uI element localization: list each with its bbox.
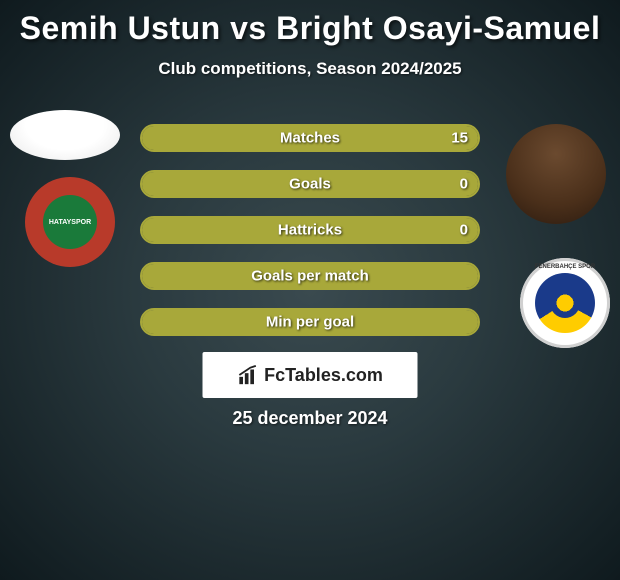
stat-row: Matches15 [140, 124, 480, 152]
stat-value-right: 0 [460, 176, 468, 193]
comparison-infographic: Semih Ustun vs Bright Osayi-Samuel Club … [0, 0, 620, 580]
stat-row: Hattricks0 [140, 216, 480, 244]
stat-value-right: 15 [451, 130, 468, 147]
player-left-avatar [10, 110, 120, 160]
stat-label: Min per goal [142, 314, 478, 331]
player-right-avatar [506, 124, 606, 224]
page-title: Semih Ustun vs Bright Osayi-Samuel [0, 0, 620, 47]
stat-label: Matches [142, 130, 478, 147]
stat-label: Goals [142, 176, 478, 193]
stat-row: Goals per match [140, 262, 480, 290]
stat-label: Hattricks [142, 222, 478, 239]
stat-row: Goals0 [140, 170, 480, 198]
chart-icon [237, 364, 259, 386]
watermark-text: FcTables.com [264, 365, 383, 386]
club-crest-right: FENERBAHÇE SPOR [520, 258, 610, 348]
date-text: 25 december 2024 [0, 408, 620, 429]
stat-row: Min per goal [140, 308, 480, 336]
stat-bars: Matches15Goals0Hattricks0Goals per match… [140, 124, 480, 354]
stat-value-right: 0 [460, 222, 468, 239]
watermark: FcTables.com [203, 352, 418, 398]
subtitle: Club competitions, Season 2024/2025 [0, 59, 620, 79]
club-crest-left [25, 177, 115, 267]
stat-label: Goals per match [142, 268, 478, 285]
